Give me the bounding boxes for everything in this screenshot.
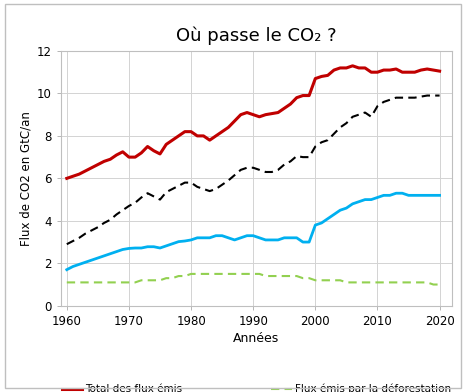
Title: Où passe le CO₂ ?: Où passe le CO₂ ? — [176, 27, 336, 45]
Legend: Total des flux émis, Flux émis par les énergies fossiles, Flux émis par la défor: Total des flux émis, Flux émis par les é… — [57, 380, 455, 392]
Y-axis label: Flux de CO2 en GtC/an: Flux de CO2 en GtC/an — [20, 111, 32, 246]
X-axis label: Années: Années — [233, 332, 280, 345]
